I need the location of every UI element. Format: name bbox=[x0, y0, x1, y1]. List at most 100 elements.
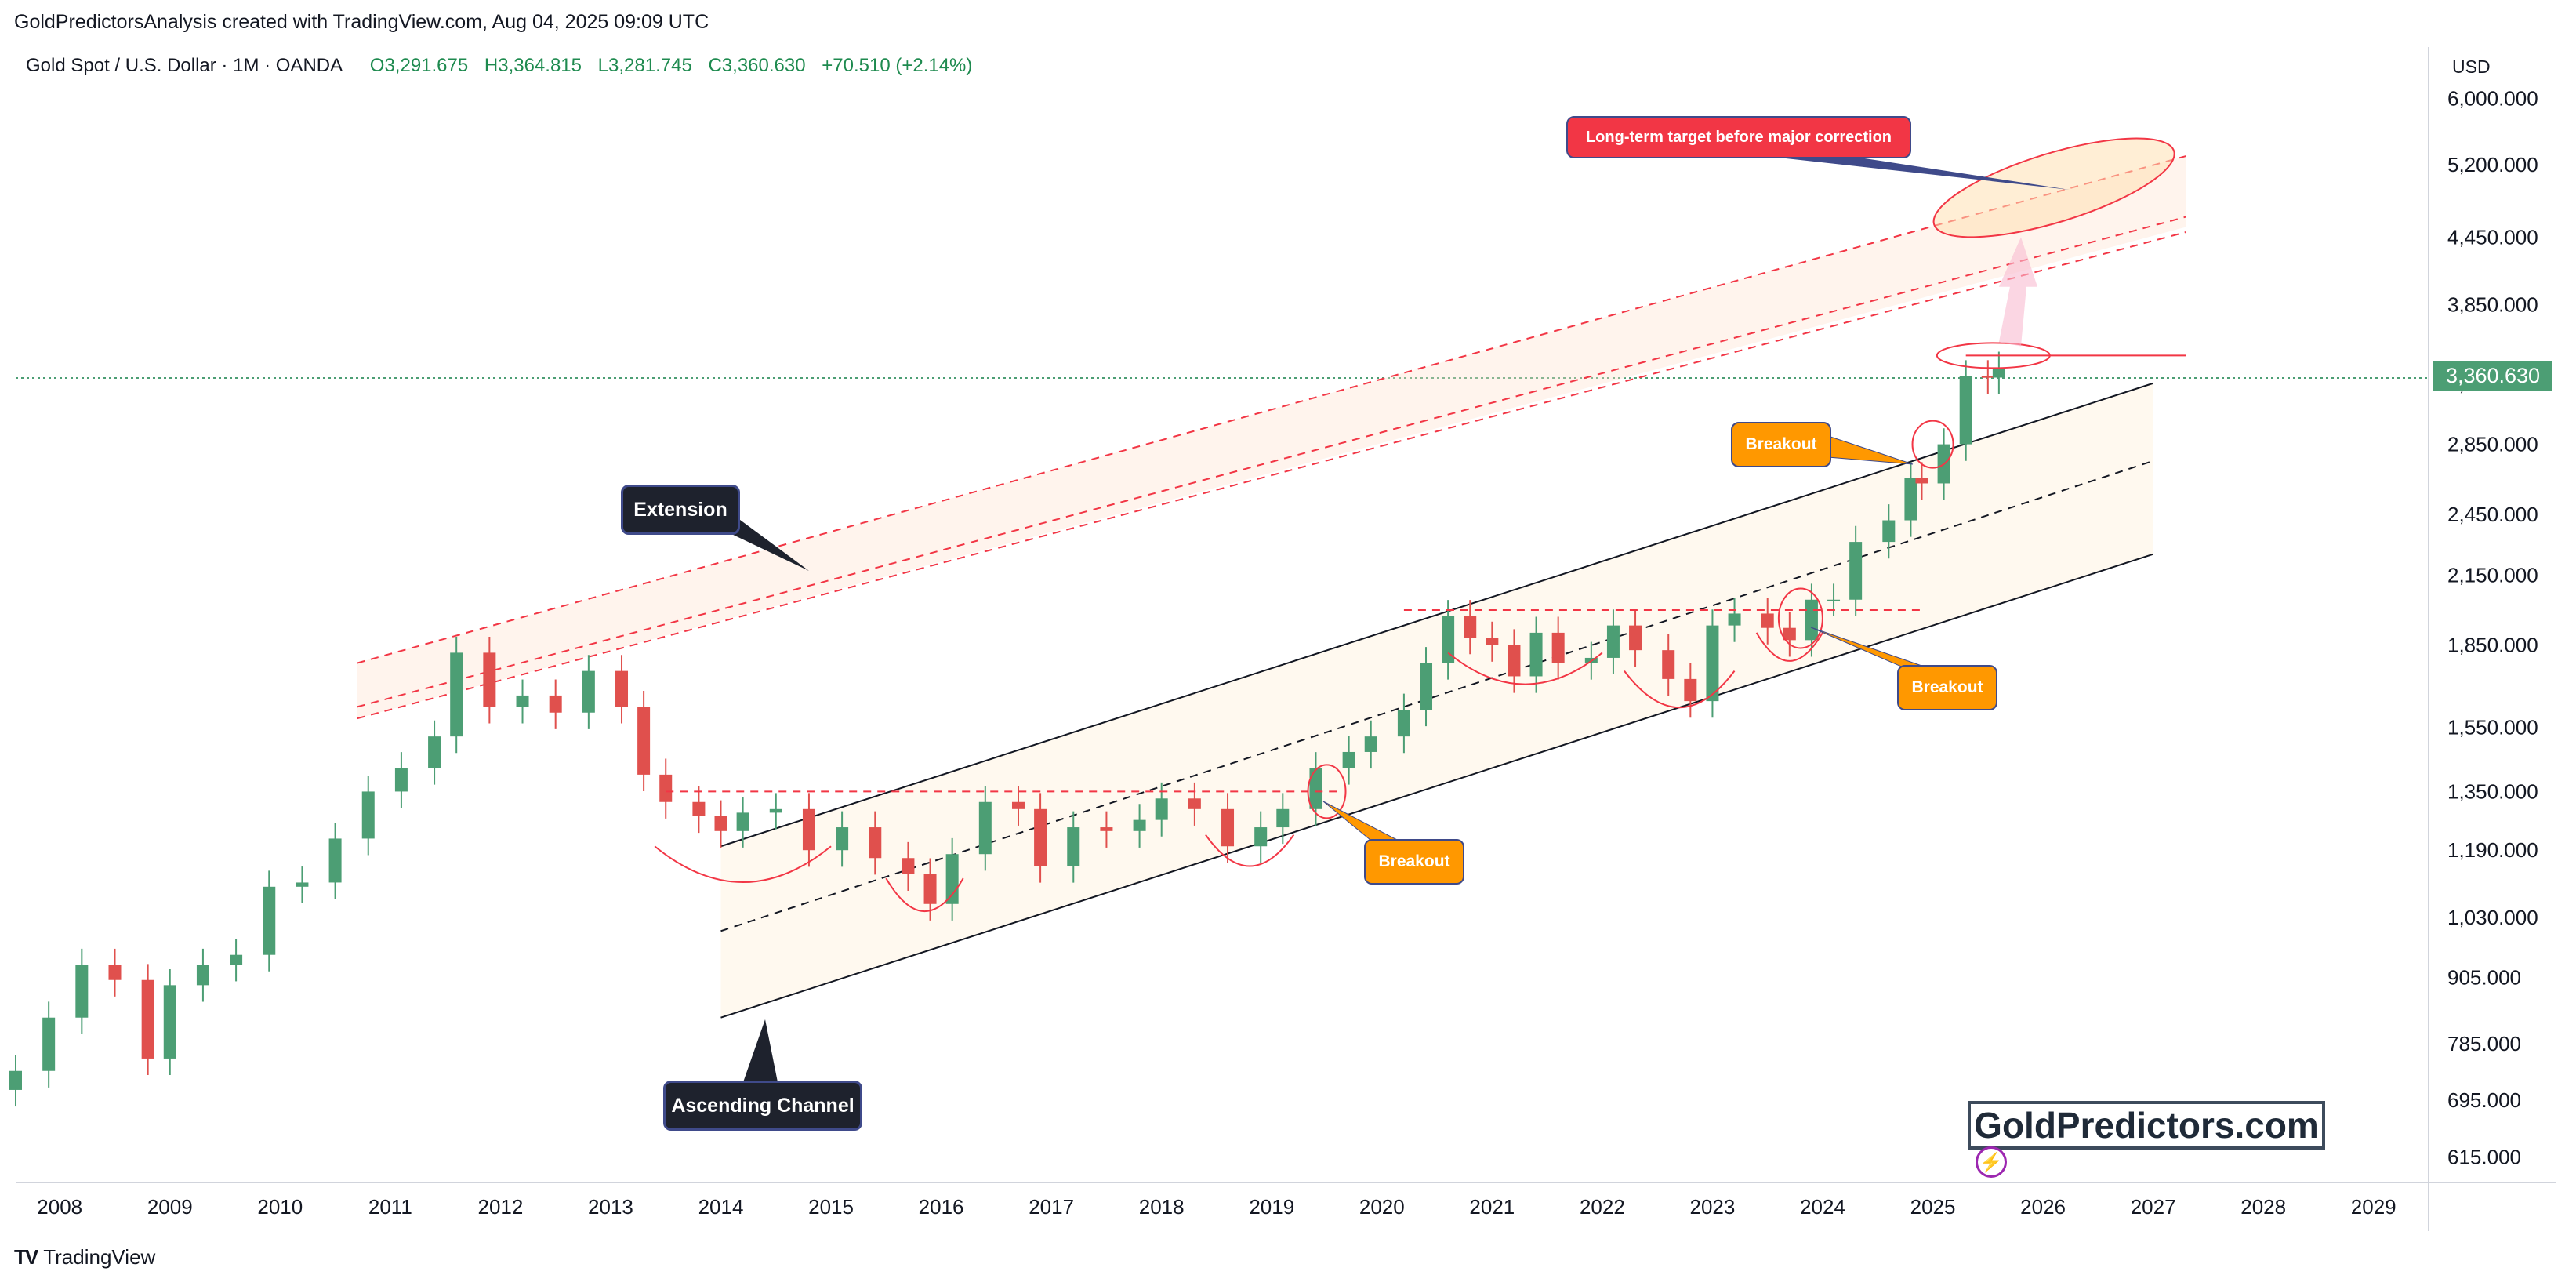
x-tick-2018: 2018 bbox=[1139, 1195, 1185, 1219]
tradingview-footer[interactable]: TV TradingView bbox=[14, 1245, 155, 1270]
x-tick-2015: 2015 bbox=[808, 1195, 854, 1219]
candle-body bbox=[1133, 819, 1146, 831]
channel-mid-line bbox=[720, 460, 2153, 932]
candle-body bbox=[1761, 613, 1774, 628]
symbol-name[interactable]: Gold Spot / U.S. Dollar · 1M · OANDA bbox=[26, 55, 343, 76]
watermark-logo: GoldPredictors.com bbox=[1968, 1101, 2325, 1150]
y-tick-2150: 2,150.000 bbox=[2447, 564, 2538, 587]
candle-body bbox=[1981, 376, 1994, 378]
candle-body bbox=[1904, 478, 1917, 521]
candle-body bbox=[296, 882, 309, 887]
candle-body bbox=[1849, 542, 1863, 600]
candle-body bbox=[549, 695, 562, 713]
candle-body bbox=[714, 816, 727, 831]
ohlc-close: C3,360.630 bbox=[708, 55, 806, 76]
candle-body bbox=[869, 827, 882, 859]
candle-body bbox=[1364, 736, 1377, 752]
y-tick-1550: 1,550.000 bbox=[2447, 716, 2538, 739]
x-tick-2026: 2026 bbox=[2020, 1195, 2066, 1219]
ohlc-change: +70.510 (+2.14%) bbox=[822, 55, 973, 76]
channel-pointer bbox=[743, 1019, 778, 1082]
breakout-circle-2 bbox=[1911, 420, 1954, 469]
currency-label[interactable]: USD bbox=[2452, 56, 2491, 77]
candle-body bbox=[1508, 645, 1521, 677]
last-price-tag: 3,360.630 bbox=[2433, 361, 2552, 391]
candle-body bbox=[163, 985, 176, 1059]
candle-body bbox=[328, 838, 342, 883]
y-tick-4450: 4,450.000 bbox=[2447, 226, 2538, 249]
breakout-callout-2024[interactable]: Breakout bbox=[1897, 665, 1997, 710]
x-tick-2010: 2010 bbox=[257, 1195, 303, 1219]
candle-body bbox=[1034, 808, 1047, 866]
candle-body bbox=[361, 791, 375, 839]
candle-body bbox=[637, 707, 651, 775]
channel-callout[interactable]: Ascending Channel bbox=[663, 1081, 862, 1131]
candle-body bbox=[902, 858, 915, 874]
candle-body bbox=[836, 827, 849, 851]
cup-arc-5 bbox=[1755, 632, 1823, 662]
candle-body bbox=[1882, 520, 1896, 543]
symbol-legend: Gold Spot / U.S. Dollar · 1M · OANDA O3,… bbox=[26, 55, 972, 77]
candle-body bbox=[1915, 478, 1928, 484]
cup-arc-4 bbox=[1624, 670, 1736, 708]
y-tick-2850: 2,850.000 bbox=[2447, 433, 2538, 456]
extension-fill bbox=[357, 155, 2186, 719]
ohlc-low: L3,281.745 bbox=[597, 55, 692, 76]
target-callout[interactable]: Long-term target before major correction bbox=[1566, 116, 1911, 158]
candle-body bbox=[1992, 367, 2005, 378]
x-tick-2017: 2017 bbox=[1029, 1195, 1074, 1219]
candle-body bbox=[1011, 801, 1025, 809]
candle-body bbox=[196, 964, 209, 986]
x-tick-2009: 2009 bbox=[147, 1195, 193, 1219]
candles bbox=[9, 351, 2005, 1107]
x-axis-ticks: 2008 2009 2010 2011 2012 2013 2014 2015 2016 2017… bbox=[37, 1195, 2396, 1219]
candle-body bbox=[1188, 798, 1201, 809]
candle-body bbox=[692, 801, 706, 816]
extension-callout[interactable]: Extension bbox=[621, 485, 740, 535]
x-tick-2022: 2022 bbox=[1580, 1195, 1625, 1219]
breakout-pointer-2025 bbox=[1818, 432, 1914, 465]
x-tick-2021: 2021 bbox=[1469, 1195, 1515, 1219]
candle-body bbox=[1959, 376, 1972, 445]
extension-line-1 bbox=[357, 216, 2187, 708]
y-tick-1190: 1,190.000 bbox=[2447, 838, 2538, 862]
candle-body bbox=[736, 812, 749, 831]
y-tick-615: 615.000 bbox=[2447, 1145, 2521, 1168]
candle-body bbox=[945, 854, 959, 904]
tradingview-logo-icon: TV bbox=[14, 1245, 38, 1269]
x-tick-2027: 2027 bbox=[2131, 1195, 2176, 1219]
breakout-callout-2025[interactable]: Breakout bbox=[1731, 422, 1831, 467]
candle-body bbox=[1783, 627, 1796, 641]
candle-body bbox=[1100, 827, 1113, 831]
breakout-callout-2019[interactable]: Breakout bbox=[1364, 839, 1464, 885]
candle-body bbox=[1276, 808, 1290, 828]
x-tick-2012: 2012 bbox=[477, 1195, 523, 1219]
y-tick-785: 785.000 bbox=[2447, 1032, 2521, 1055]
breakout-circle-1 bbox=[1777, 587, 1823, 649]
ohlc-high: H3,364.815 bbox=[484, 55, 582, 76]
top-ellipse bbox=[1936, 342, 2051, 369]
candle-body bbox=[978, 801, 992, 855]
candle-body bbox=[1464, 616, 1477, 638]
candle-body bbox=[1805, 599, 1818, 641]
extension-line-0 bbox=[357, 154, 2187, 664]
candle-body bbox=[263, 886, 276, 955]
y-tick-6000: 6,000.000 bbox=[2447, 86, 2538, 110]
x-tick-2011: 2011 bbox=[368, 1195, 412, 1219]
x-tick-2028: 2028 bbox=[2240, 1195, 2286, 1219]
y-tick-1030: 1,030.000 bbox=[2447, 906, 2538, 929]
cup-arc-0 bbox=[654, 845, 832, 883]
candle-body bbox=[1486, 638, 1499, 645]
y-tick-3850: 3,850.000 bbox=[2447, 292, 2538, 316]
candle-body bbox=[1309, 768, 1322, 809]
x-tick-2020: 2020 bbox=[1359, 1195, 1405, 1219]
lightning-icon[interactable]: ⚡ bbox=[1976, 1146, 2007, 1178]
candle-body bbox=[923, 874, 937, 904]
x-tick-2008: 2008 bbox=[37, 1195, 82, 1219]
candle-body bbox=[141, 979, 154, 1059]
x-tick-2019: 2019 bbox=[1249, 1195, 1294, 1219]
candle-body bbox=[1827, 599, 1841, 601]
y-tick-905: 905.000 bbox=[2447, 965, 2521, 989]
candle-body bbox=[450, 652, 463, 737]
